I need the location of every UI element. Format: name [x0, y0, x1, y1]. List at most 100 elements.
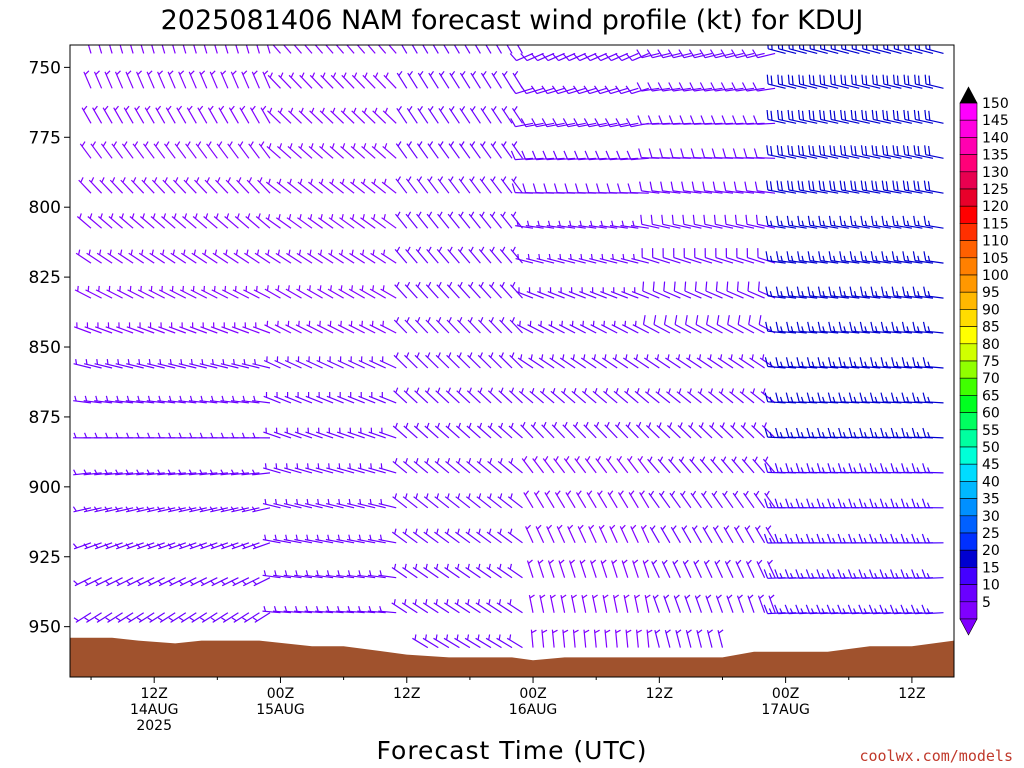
barb-half-feather: [481, 141, 486, 147]
wind-barb: [600, 559, 608, 578]
barb-half-feather: [343, 72, 347, 78]
wind-barb: [619, 524, 629, 544]
wind-barb: [325, 498, 344, 509]
barb-staff: [567, 526, 576, 544]
wind-barb: [537, 320, 555, 334]
barb-staff: [589, 258, 607, 264]
wind-barb: [572, 421, 587, 439]
x-tick-label: 16AUG: [509, 702, 558, 718]
wind-barb: [315, 534, 334, 544]
wind-barb: [474, 45, 481, 54]
barb-feather: [510, 118, 516, 127]
barb-half-feather: [147, 432, 151, 439]
wind-barb: [625, 52, 650, 62]
barb-half-feather: [264, 498, 267, 505]
barb-half-feather: [567, 490, 572, 496]
barb-half-feather: [310, 143, 314, 149]
wind-barb: [454, 563, 471, 579]
wind-barb: [146, 577, 165, 587]
barb-half-feather: [266, 320, 269, 327]
wind-barb: [528, 354, 544, 369]
wind-barb: [379, 320, 397, 334]
wind-barb: [73, 612, 92, 623]
barb-staff: [232, 577, 250, 587]
y-tick-label: 825: [29, 268, 61, 288]
barb-staff: [210, 542, 229, 550]
wind-barb: [404, 317, 418, 334]
wind-barb: [296, 285, 313, 299]
barb-half-feather: [417, 211, 422, 217]
wind-barb: [475, 634, 492, 649]
barb-staff: [121, 143, 134, 159]
barb-half-feather: [273, 606, 277, 612]
barb-half-feather: [459, 281, 463, 288]
barb-half-feather: [592, 594, 598, 599]
wind-barb: [140, 213, 155, 229]
barb-staff: [619, 526, 629, 544]
wind-barb: [147, 322, 165, 334]
wind-barb: [559, 354, 576, 369]
wind-barb: [568, 253, 586, 264]
barb-staff: [413, 460, 429, 474]
barb-half-feather: [425, 599, 428, 605]
wind-barb: [507, 563, 523, 579]
wind-barb: [501, 106, 513, 124]
barb-staff: [252, 326, 271, 334]
wind-barb: [119, 45, 124, 54]
x-tick-label: 17AUG: [761, 702, 810, 718]
wind-barb: [94, 322, 113, 334]
barb-half-feather: [618, 455, 623, 462]
wind-barb: [326, 392, 344, 404]
wind-barb: [325, 534, 344, 544]
wind-barb: [614, 52, 639, 62]
barb-staff: [137, 326, 155, 334]
wind-barb: [115, 577, 134, 587]
barb-staff: [293, 45, 302, 54]
wind-barb: [580, 354, 597, 369]
wind-barb: [194, 177, 208, 194]
wind-barb: [340, 143, 355, 159]
barb-half-feather: [619, 490, 624, 496]
barb-half-feather: [369, 498, 372, 505]
barb-half-feather: [564, 421, 568, 428]
barb-half-feather: [653, 594, 659, 600]
wind-barb: [266, 45, 271, 54]
wind-barb: [636, 82, 660, 92]
colorbar-label: 130: [982, 165, 1009, 181]
wind-barb: [288, 72, 302, 89]
wind-barb: [350, 143, 366, 159]
wind-barb: [251, 70, 260, 89]
wind-barb: [562, 629, 569, 648]
barb-staff: [210, 326, 229, 334]
barb-half-feather: [311, 72, 316, 78]
wind-barb: [262, 570, 281, 579]
barb-half-feather: [500, 387, 504, 393]
wind-barb: [544, 490, 555, 509]
wind-barb: [424, 422, 439, 439]
wind-barb: [209, 506, 229, 513]
wind-barb: [274, 356, 292, 369]
barb-staff: [588, 122, 607, 128]
wind-barb: [427, 106, 439, 124]
wind-barb: [336, 606, 355, 614]
barb-half-feather: [488, 599, 491, 605]
barb-half-feather: [189, 432, 193, 439]
barb-half-feather: [172, 249, 175, 255]
barb-half-feather: [589, 524, 595, 530]
barb-half-feather: [650, 490, 655, 496]
wind-barb: [552, 118, 576, 128]
barb-feather: [614, 53, 623, 62]
wind-barb: [567, 524, 576, 544]
barb-staff: [404, 354, 418, 369]
barb-half-feather: [83, 506, 88, 512]
x-tick-label: 00Z: [267, 686, 294, 702]
wind-barb: [476, 458, 492, 474]
wind-barb: [477, 387, 492, 404]
barb-half-feather: [285, 534, 288, 541]
wind-barb: [201, 249, 218, 264]
barb-half-feather: [437, 422, 440, 429]
wind-barb: [125, 70, 134, 89]
barb-staff: [304, 45, 313, 54]
barb-half-feather: [438, 246, 443, 252]
barb-half-feather: [241, 469, 246, 475]
